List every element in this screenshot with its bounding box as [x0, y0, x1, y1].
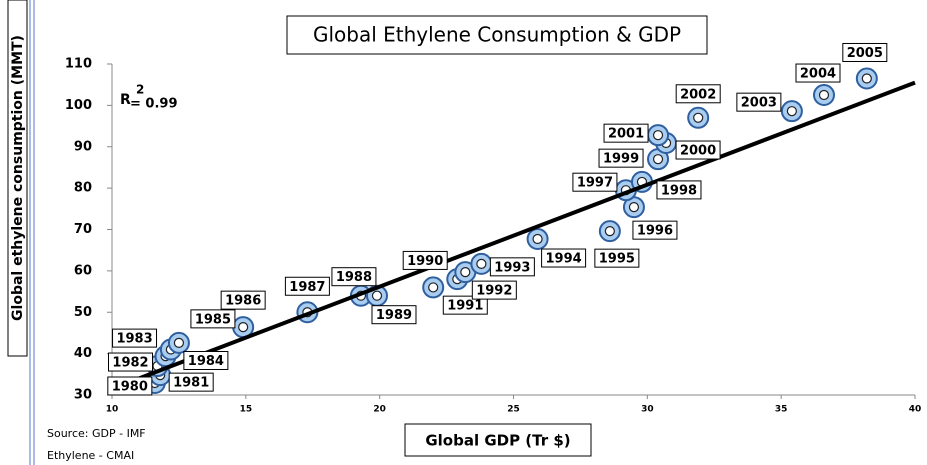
point-label: 2000 — [680, 144, 716, 159]
x-tick-label: 25 — [507, 405, 520, 415]
x-tick-label: 15 — [240, 405, 253, 415]
label-box — [183, 350, 229, 370]
point-center — [818, 89, 830, 101]
chart-title: Global Ethylene Consumption & GDP — [313, 23, 681, 47]
point-label: 1983 — [116, 332, 152, 347]
y-tick-label: 30 — [74, 388, 92, 403]
label-box — [220, 290, 266, 310]
x-tick-label: 20 — [373, 405, 386, 415]
label-box — [107, 376, 153, 396]
label-box — [675, 140, 721, 160]
point-label: 2002 — [680, 87, 716, 102]
annotation: R — [120, 92, 131, 108]
point-label: 1990 — [407, 254, 443, 269]
y-tick-label: 100 — [65, 98, 92, 113]
label-box — [541, 248, 587, 268]
label-box — [598, 148, 644, 168]
point-label: 1998 — [661, 183, 697, 198]
trend-line — [138, 80, 916, 381]
point-center — [652, 130, 664, 141]
annotation: = 0.99 — [130, 97, 178, 112]
point-label: 1995 — [599, 252, 635, 267]
label-box — [675, 84, 721, 104]
point-center — [371, 290, 383, 301]
point-label: 2001 — [608, 127, 644, 142]
point-label: 1994 — [545, 252, 581, 267]
point-label: 1984 — [188, 354, 224, 369]
point-center — [786, 106, 797, 117]
y-tick-label: 110 — [65, 57, 92, 72]
point-center — [173, 337, 185, 348]
label-box — [331, 267, 377, 287]
point-center — [238, 322, 249, 333]
label-box — [842, 42, 888, 62]
point-label: 2005 — [847, 46, 883, 61]
point-center — [861, 73, 872, 84]
point-center — [428, 282, 439, 293]
point-label: 1985 — [195, 312, 231, 327]
y-axis-label: Global ethylene consumption (MMT) — [10, 35, 26, 321]
x-tick-label: 35 — [775, 405, 788, 415]
point-label: 1980 — [112, 380, 148, 395]
point-label: 1982 — [112, 356, 148, 371]
x-label-box — [404, 423, 592, 457]
label-box — [736, 92, 782, 112]
x-tick-label: 10 — [106, 405, 119, 415]
y-tick-label: 70 — [74, 222, 92, 237]
point-center — [628, 202, 640, 213]
y-tick-label: 80 — [74, 181, 92, 196]
label-box — [112, 328, 158, 348]
label-box — [795, 63, 841, 83]
point-label: 1996 — [637, 224, 673, 239]
x-axis-label: Global GDP (Tr $) — [425, 432, 570, 450]
point-label: 1993 — [494, 260, 530, 275]
source-note: Ethylene - CMAI — [47, 449, 134, 462]
label-box — [572, 172, 618, 192]
point-label: 1999 — [603, 152, 639, 167]
label-box — [489, 257, 535, 277]
point-label: 1992 — [476, 284, 512, 299]
point-center — [604, 226, 615, 237]
label-box — [603, 123, 649, 143]
title-box — [286, 15, 708, 55]
annotation: 2 — [136, 83, 144, 97]
point-label: 1988 — [336, 270, 372, 285]
x-tick-label: 40 — [909, 405, 922, 415]
point-center — [652, 154, 664, 165]
point-center — [460, 267, 471, 278]
label-box — [442, 295, 488, 315]
point-label: 1981 — [173, 376, 209, 391]
label-box — [594, 248, 640, 268]
point-label: 2003 — [741, 96, 777, 111]
y-label-box — [7, 0, 28, 357]
y-tick-label: 50 — [74, 305, 92, 320]
label-box — [371, 305, 417, 325]
point-label: 1997 — [577, 176, 613, 191]
point-center — [693, 112, 704, 123]
x-tick-label: 30 — [641, 405, 654, 415]
y-tick-label: 90 — [74, 139, 92, 154]
label-box — [656, 180, 702, 200]
point-label: 1986 — [225, 294, 261, 309]
label-box — [168, 372, 214, 392]
point-center — [476, 258, 487, 269]
point-center — [532, 233, 543, 245]
label-box — [108, 352, 154, 372]
label-box — [190, 309, 236, 329]
point-label: 1989 — [376, 308, 412, 323]
y-tick-label: 60 — [74, 263, 92, 278]
point-label: 1987 — [289, 280, 325, 295]
label-box — [632, 220, 678, 240]
label-box — [471, 280, 517, 300]
source-note: Source: GDP - IMF — [47, 427, 146, 440]
label-box — [402, 250, 448, 270]
label-box — [284, 276, 330, 296]
y-tick-label: 40 — [74, 346, 92, 361]
point-label: 2004 — [800, 67, 836, 82]
point-label: 1991 — [447, 299, 483, 314]
